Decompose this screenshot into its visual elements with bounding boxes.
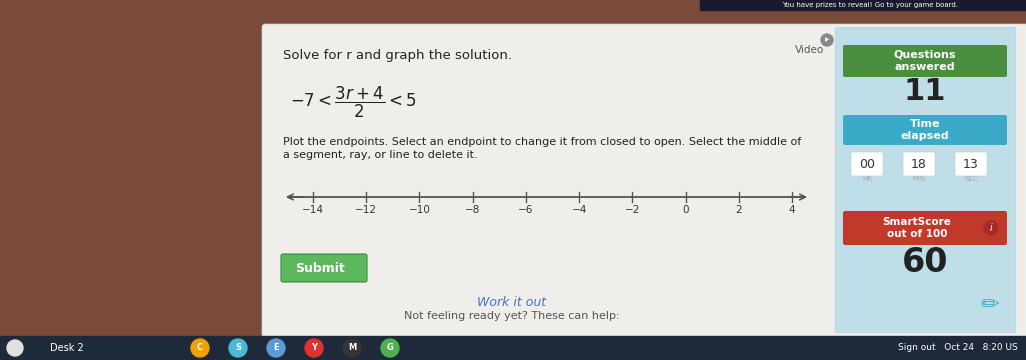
- Text: −2: −2: [625, 205, 640, 215]
- Text: MIN: MIN: [912, 176, 925, 182]
- Text: 11: 11: [904, 77, 946, 105]
- Text: Submit: Submit: [295, 261, 345, 275]
- Text: S: S: [235, 343, 241, 352]
- Circle shape: [229, 339, 247, 357]
- FancyBboxPatch shape: [281, 254, 367, 282]
- Circle shape: [267, 339, 285, 357]
- Circle shape: [381, 339, 399, 357]
- Text: HR: HR: [862, 176, 872, 182]
- Text: Solve for r and graph the solution.: Solve for r and graph the solution.: [283, 49, 512, 62]
- Text: 60: 60: [902, 247, 948, 279]
- Text: $-7 < \dfrac{3r+4}{2} < 5$: $-7 < \dfrac{3r+4}{2} < 5$: [290, 85, 417, 120]
- Text: a segment, ray, or line to delete it.: a segment, ray, or line to delete it.: [283, 150, 478, 160]
- FancyBboxPatch shape: [843, 115, 1007, 145]
- Text: −4: −4: [571, 205, 587, 215]
- Text: 0: 0: [682, 205, 688, 215]
- Text: ▶: ▶: [825, 37, 829, 42]
- Circle shape: [343, 339, 361, 357]
- Circle shape: [191, 339, 209, 357]
- Circle shape: [821, 34, 833, 46]
- Text: 00: 00: [859, 158, 875, 171]
- Text: M: M: [348, 343, 356, 352]
- Bar: [0, 336, 1026, 360]
- Text: −12: −12: [355, 205, 378, 215]
- Text: Desk 2: Desk 2: [50, 343, 84, 353]
- Text: C: C: [197, 343, 203, 352]
- Text: −10: −10: [408, 205, 430, 215]
- FancyBboxPatch shape: [903, 152, 935, 176]
- Text: Video: Video: [795, 45, 824, 55]
- Text: Y: Y: [311, 343, 317, 352]
- FancyBboxPatch shape: [843, 45, 1007, 77]
- Text: Work it out: Work it out: [477, 296, 547, 309]
- Text: Time
elapsed: Time elapsed: [901, 119, 949, 141]
- Text: ✏: ✏: [981, 295, 999, 315]
- Text: i: i: [990, 223, 992, 233]
- FancyBboxPatch shape: [851, 152, 883, 176]
- FancyBboxPatch shape: [955, 152, 987, 176]
- Text: −8: −8: [465, 205, 480, 215]
- Text: 2: 2: [736, 205, 742, 215]
- Text: Questions
answered: Questions answered: [894, 50, 956, 72]
- Text: SmartScore
out of 100: SmartScore out of 100: [882, 217, 951, 239]
- Circle shape: [7, 340, 23, 356]
- Text: G: G: [387, 343, 393, 352]
- Text: You have prizes to reveal! Go to your game board.: You have prizes to reveal! Go to your ga…: [782, 2, 958, 8]
- Text: 4: 4: [789, 205, 795, 215]
- Bar: [835, 27, 1015, 332]
- FancyBboxPatch shape: [262, 24, 1026, 338]
- Text: −6: −6: [518, 205, 534, 215]
- Text: −14: −14: [302, 205, 324, 215]
- Text: Not feeling ready yet? These can help:: Not feeling ready yet? These can help:: [404, 311, 620, 321]
- Text: SEC: SEC: [964, 176, 978, 182]
- Text: Plot the endpoints. Select an endpoint to change it from closed to open. Select : Plot the endpoints. Select an endpoint t…: [283, 137, 801, 147]
- Text: E: E: [273, 343, 279, 352]
- Text: 13: 13: [963, 158, 979, 171]
- FancyBboxPatch shape: [843, 211, 1007, 245]
- Circle shape: [984, 221, 998, 235]
- Bar: [700, 0, 1026, 10]
- Text: 18: 18: [911, 158, 926, 171]
- Circle shape: [305, 339, 323, 357]
- Text: Sign out   Oct 24   8:20 US: Sign out Oct 24 8:20 US: [898, 343, 1018, 352]
